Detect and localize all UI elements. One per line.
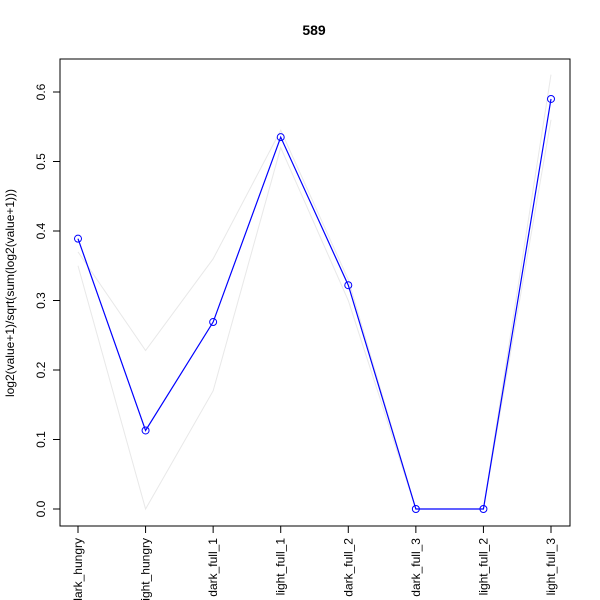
y-tick-label: 0.2 bbox=[34, 361, 48, 378]
series-point bbox=[209, 318, 218, 327]
x-axis: dark_hungry light_hungry dark_full_1 light_… bbox=[71, 525, 558, 600]
x-tick-label: dark_hungry bbox=[71, 538, 85, 600]
series-point bbox=[479, 505, 488, 513]
x-tick-label: dark_full_1 bbox=[206, 538, 220, 597]
series-point bbox=[141, 426, 150, 435]
chart-title: 589 bbox=[302, 22, 326, 38]
x-tick-label: dark_full_3 bbox=[409, 538, 423, 597]
x-tick-label: light_hungry bbox=[139, 538, 153, 600]
y-axis-label: log2(value+1)/sqrt(sum(log2(value+1))) bbox=[3, 189, 17, 397]
y-tick-label: 0.0 bbox=[34, 500, 48, 517]
series-point bbox=[547, 94, 555, 103]
y-tick-label: 0.1 bbox=[34, 431, 48, 448]
y-tick-label: 0.5 bbox=[34, 153, 48, 170]
series-point bbox=[276, 133, 285, 142]
y-tick-label: 0.3 bbox=[34, 292, 48, 309]
y-tick-label: 0.6 bbox=[34, 83, 48, 100]
background-series-line bbox=[77, 74, 552, 510]
series-point bbox=[411, 505, 420, 513]
series-point bbox=[344, 281, 353, 290]
x-tick-label: light_full_2 bbox=[476, 538, 490, 596]
x-tick-label: light_full_1 bbox=[274, 538, 288, 596]
x-tick-label: light_full_3 bbox=[544, 538, 558, 596]
series-point bbox=[74, 234, 82, 243]
plot-frame bbox=[59, 58, 571, 527]
y-axis: 0.0 0.1 0.2 0.3 0.4 0.5 0.6 bbox=[34, 83, 61, 517]
series-line bbox=[77, 98, 552, 510]
x-tick-label: dark_full_2 bbox=[341, 538, 355, 597]
y-tick-label: 0.4 bbox=[34, 222, 48, 239]
series-layer bbox=[74, 74, 555, 513]
background-series-line bbox=[77, 119, 552, 511]
